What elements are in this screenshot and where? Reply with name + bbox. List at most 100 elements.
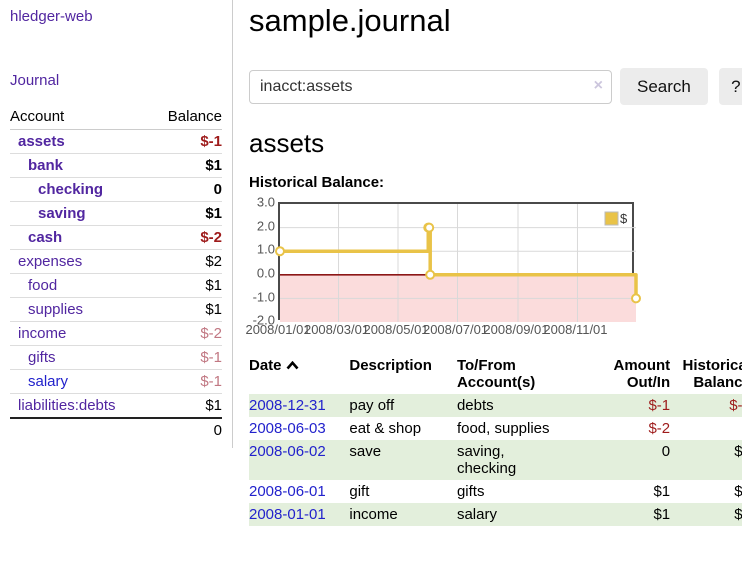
transaction-date-link[interactable]: 2008-12-31 — [249, 397, 326, 415]
account-link-salary[interactable]: salary — [28, 373, 69, 390]
x-tick-label: 2008/03/01 — [303, 322, 370, 338]
account-link-income[interactable]: income — [18, 325, 67, 342]
register-col-date[interactable]: Date — [249, 355, 349, 394]
search-box: × — [249, 69, 612, 104]
x-tick-label: 2008/01/01 — [245, 322, 311, 338]
account-row: assets $-1 — [10, 129, 222, 154]
accounts-col-account: Account — [10, 105, 151, 130]
y-tick-label: 3.0 — [256, 194, 275, 210]
y-tick-label: -2.0 — [252, 312, 275, 328]
accounts-total-value: 0 — [150, 417, 222, 442]
account-link-bank[interactable]: bank — [28, 157, 64, 174]
transaction-amount: $-1 — [648, 397, 671, 415]
account-balance: $-2 — [150, 225, 222, 250]
transaction-balance: $2 — [734, 483, 742, 501]
transaction-amount: $-2 — [648, 420, 671, 438]
transaction-amount: $1 — [653, 506, 671, 524]
account-row: cash $-2 — [10, 225, 222, 250]
transaction-accounts: saving, checking — [456, 443, 517, 478]
transaction-balance: $1 — [734, 506, 742, 524]
sort-ascending-icon — [286, 361, 298, 370]
account-link-expenses[interactable]: expenses — [18, 253, 83, 270]
account-balance: $1 — [150, 153, 222, 178]
account-link-cash[interactable]: cash — [28, 229, 63, 246]
transaction-description: pay off — [349, 397, 395, 415]
historical-balance-chart: 3.0 2.0 1.0 0.0 -1.0 -2.0 $ 2008/01/01 2008/03… — [245, 195, 641, 340]
account-link-gifts[interactable]: gifts — [28, 349, 56, 366]
chart-y-axis: 3.0 2.0 1.0 0.0 -1.0 -2.0 — [247, 195, 275, 328]
account-balance: $-1 — [150, 345, 222, 370]
table-row: 2008-01-01 income salary $1 $1 — [249, 503, 742, 527]
data-point-marker — [275, 246, 285, 257]
register-col-amount: Amount Out/In — [613, 357, 671, 392]
legend-label: $ — [620, 211, 628, 226]
transaction-description: save — [349, 443, 382, 461]
help-button[interactable]: ? — [718, 68, 742, 106]
sidebar-item-journal[interactable]: Journal — [10, 72, 60, 89]
account-heading: assets — [249, 128, 325, 159]
account-balance: $1 — [150, 297, 222, 322]
y-tick-label: 0.0 — [256, 265, 275, 281]
main-content: sample.journal × Search ? assets Histori… — [233, 0, 742, 527]
chart-heading: Historical Balance: — [249, 174, 385, 192]
transaction-date-link[interactable]: 2008-06-01 — [249, 483, 326, 501]
register-col-balance: Historical Balance — [682, 357, 742, 392]
account-link-assets[interactable]: assets — [18, 133, 65, 150]
transaction-date-link[interactable]: 2008-06-02 — [249, 443, 326, 461]
page: hledger-web Journal Account Balance asse… — [10, 0, 742, 527]
clear-search-icon[interactable]: × — [593, 76, 603, 94]
y-tick-label: 2.0 — [256, 218, 275, 234]
transaction-description: income — [349, 506, 398, 524]
chart-x-axis: 2008/01/01 2008/03/01 2008/05/01 2008/07/01… — [245, 322, 638, 340]
transaction-accounts: gifts — [456, 483, 485, 501]
y-tick-label: -1.0 — [252, 289, 275, 305]
x-tick-label: 2008/05/01 — [363, 322, 429, 338]
transaction-balance: 0 — [672, 417, 742, 440]
account-row: liabilities:debts $1 — [10, 393, 222, 419]
chart-plot: $ — [275, 202, 641, 323]
transaction-date-link[interactable]: 2008-01-01 — [249, 506, 326, 524]
accounts-total-row: 0 — [10, 417, 222, 442]
search-input[interactable] — [249, 69, 612, 104]
account-link-food[interactable]: food — [28, 277, 58, 294]
accounts-col-balance: Balance — [150, 105, 222, 130]
register-rows: 2008-12-31 pay off debts $-1 $-1 2008-06-03 ea… — [249, 394, 742, 527]
data-point-marker — [425, 269, 436, 280]
account-balance: $-1 — [150, 129, 222, 154]
search-row: × Search ? — [249, 68, 742, 106]
transaction-balance: $2 — [734, 443, 742, 461]
transaction-accounts: debts — [456, 397, 494, 415]
data-point-marker — [631, 293, 641, 304]
transaction-date-link[interactable]: 2008-06-03 — [249, 420, 326, 438]
transaction-amount: $1 — [653, 483, 671, 501]
x-tick-label: 2008/11/01 — [543, 322, 608, 338]
transaction-amount: 0 — [661, 443, 671, 461]
accounts-rows: assets $-1 bank $1 checking 0 saving $1 cash $-2 e… — [10, 129, 222, 442]
account-link-liabilities-debts[interactable]: liabilities:debts — [18, 397, 116, 414]
account-link-supplies[interactable]: supplies — [28, 301, 84, 318]
account-link-checking[interactable]: checking — [38, 181, 104, 198]
table-row: 2008-06-02 save saving, checking 0 $2 — [249, 440, 742, 481]
x-tick-label: 2008/07/01 — [422, 322, 489, 338]
x-tick-label: 2008/09/01 — [483, 322, 549, 338]
transaction-accounts: salary — [456, 506, 497, 524]
register-col-accounts: To/From Account(s) — [456, 357, 536, 392]
table-row: 2008-06-01 gift gifts $1 $2 — [249, 480, 742, 503]
account-row: saving $1 — [10, 201, 222, 226]
account-row: expenses $2 — [10, 249, 222, 274]
table-row: 2008-12-31 pay off debts $-1 $-1 — [249, 394, 742, 418]
app-title-link[interactable]: hledger-web — [10, 8, 93, 25]
transaction-description: gift — [349, 483, 370, 501]
y-tick-label: 1.0 — [256, 241, 275, 257]
account-row: food $1 — [10, 273, 222, 298]
account-balance: $-2 — [150, 321, 222, 346]
account-balance: $1 — [150, 201, 222, 226]
account-balance: $1 — [150, 393, 222, 419]
account-row: bank $1 — [10, 153, 222, 178]
account-link-saving[interactable]: saving — [38, 205, 86, 222]
account-balance: $2 — [150, 249, 222, 274]
search-button[interactable]: Search — [620, 68, 708, 106]
transaction-accounts: food, supplies — [456, 420, 550, 438]
account-balance: 0 — [150, 177, 222, 202]
account-row: gifts $-1 — [10, 345, 222, 370]
